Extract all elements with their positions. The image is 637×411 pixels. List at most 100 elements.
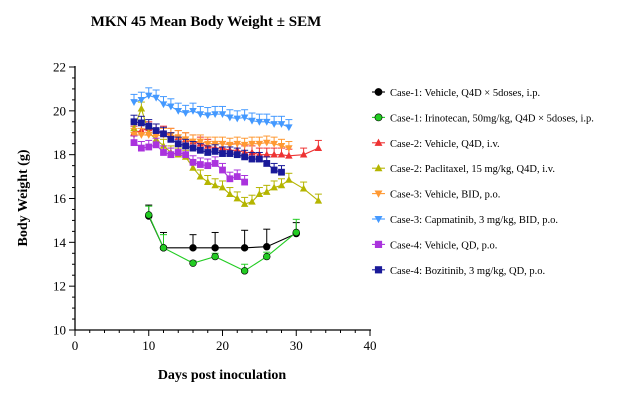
- data-point: [137, 96, 146, 104]
- legend-marker: [374, 138, 383, 146]
- data-point: [233, 194, 241, 202]
- legend-label: Case-3: Capmatinib, 3 mg/kg, BID, p.o.: [390, 215, 558, 226]
- axes: 10 12 14 16 18 20 22 0 10 20 30 40: [53, 60, 377, 354]
- data-point: [270, 150, 278, 158]
- data-point: [255, 118, 264, 126]
- data-point: [263, 160, 271, 167]
- data-point: [130, 118, 138, 126]
- y-tick-label: 22: [53, 60, 66, 75]
- data-point: [255, 155, 263, 163]
- data-point: [314, 144, 323, 151]
- data-point: [218, 111, 227, 119]
- data-point: [160, 130, 167, 138]
- data-point: [270, 121, 278, 128]
- data-point: [182, 151, 190, 159]
- data-point: [240, 200, 249, 207]
- x-tick-label: 40: [364, 338, 377, 353]
- data-series: [130, 114, 285, 176]
- data-point: [270, 140, 278, 148]
- series-line: [148, 215, 297, 249]
- legend-item: Case-3: Capmatinib, 3 mg/kg, BID, p.o.: [372, 215, 558, 226]
- data-point: [211, 140, 219, 148]
- data-point: [152, 133, 160, 140]
- legend-label: Case-2: Paclitaxel, 15 mg/kg, Q4D, i.v.: [390, 164, 555, 175]
- data-point: [137, 132, 146, 139]
- legend-marker: [374, 88, 383, 96]
- data-point: [181, 110, 190, 117]
- data-point: [285, 145, 293, 153]
- legend-item: Case-2: Paclitaxel, 15 mg/kg, Q4D, i.v.: [372, 164, 555, 175]
- legend-marker: [374, 266, 383, 274]
- data-point: [159, 101, 168, 109]
- data-point: [299, 184, 308, 192]
- data-point: [130, 124, 138, 132]
- data-point: [167, 135, 175, 143]
- data-point: [270, 166, 278, 174]
- data-point: [174, 107, 182, 115]
- legend-label: Case-4: Vehicle, QD, p.o.: [390, 240, 497, 251]
- data-series: [130, 87, 293, 132]
- legend-marker: [374, 164, 383, 172]
- legend-label: Case-3: Vehicle, BID, p.o.: [390, 190, 500, 201]
- data-point: [211, 160, 219, 167]
- legend-item: Case-2: Vehicle, Q4D, i.v.: [372, 138, 500, 150]
- legend-item: Case-1: Irinotecan, 50mg/kg, Q4D × 5dose…: [372, 113, 594, 124]
- data-point: [219, 150, 226, 157]
- data-point: [167, 103, 175, 111]
- legend-marker: [374, 113, 383, 122]
- data-point: [196, 146, 204, 154]
- data-point: [226, 190, 234, 198]
- data-point: [278, 168, 285, 176]
- data-point: [248, 140, 256, 148]
- legend: Case-1: Vehicle, Q4D × 5doses, i.p. Case-…: [372, 88, 594, 277]
- legend-item: Case-3: Vehicle, BID, p.o.: [372, 190, 500, 201]
- data-point: [160, 149, 167, 156]
- data-point: [196, 172, 205, 180]
- data-point: [248, 117, 256, 125]
- data-point: [263, 243, 271, 251]
- data-point: [240, 114, 249, 122]
- legend-item: Case-4: Bozitinib, 3 mg/kg, QD, p.o.: [372, 266, 545, 277]
- data-point: [189, 107, 197, 115]
- data-point: [211, 244, 219, 252]
- y-tick-label: 14: [53, 235, 67, 250]
- data-point: [145, 143, 153, 151]
- series-line: [133, 94, 290, 128]
- data-point: [226, 175, 234, 183]
- data-point: [211, 147, 219, 155]
- data-point: [152, 127, 160, 134]
- x-tick-label: 10: [142, 338, 155, 353]
- data-point: [218, 183, 227, 191]
- data-point: [277, 143, 286, 150]
- y-tick-label: 16: [53, 191, 67, 206]
- x-axis-label: Days post inoculation: [158, 368, 287, 383]
- data-point: [248, 197, 256, 205]
- data-point: [233, 115, 241, 123]
- data-point: [241, 153, 249, 161]
- legend-label: Case-4: Bozitinib, 3 mg/kg, QD, p.o.: [390, 266, 545, 277]
- data-point: [241, 178, 249, 186]
- series-line: [134, 134, 290, 149]
- data-point: [233, 140, 241, 148]
- y-axis-label: Body Weight (g): [16, 149, 31, 246]
- x-tick-label: 30: [290, 338, 303, 353]
- data-point: [189, 244, 197, 252]
- data-point: [167, 151, 175, 159]
- data-point: [196, 111, 205, 119]
- y-tick-label: 18: [53, 147, 66, 162]
- data-point: [130, 99, 138, 106]
- plot-area: [130, 87, 323, 275]
- legend-marker: [374, 215, 383, 224]
- data-point: [204, 112, 212, 120]
- y-tick-label: 12: [53, 279, 66, 294]
- data-point: [255, 140, 264, 148]
- data-point: [240, 267, 249, 275]
- data-point: [270, 183, 278, 191]
- data-point: [226, 114, 234, 122]
- x-tick-label: 0: [72, 338, 79, 353]
- data-point: [204, 162, 212, 170]
- data-point: [218, 140, 227, 148]
- data-point: [233, 151, 241, 159]
- data-point: [263, 188, 271, 195]
- data-point: [182, 142, 190, 150]
